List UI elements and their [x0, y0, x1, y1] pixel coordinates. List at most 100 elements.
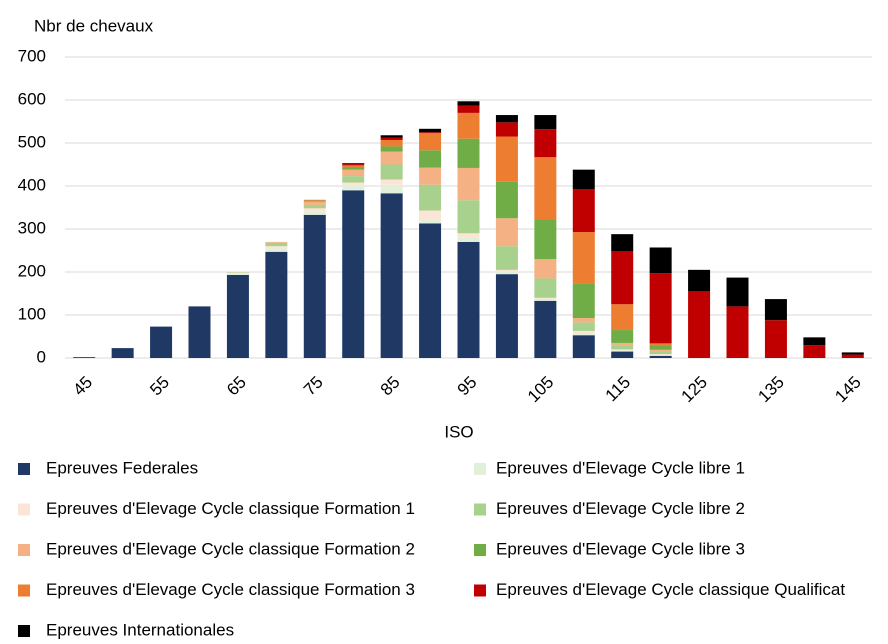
bar-segment — [572, 333, 595, 336]
bar-segment — [380, 137, 403, 140]
bar-segment — [303, 214, 326, 358]
x-axis-title: ISO — [444, 422, 473, 441]
bar-segment — [419, 132, 442, 134]
legend-swatch — [18, 625, 30, 637]
bar-segment — [649, 345, 672, 350]
bar-segment — [303, 201, 326, 205]
bar-segment — [649, 354, 672, 355]
bar-segment — [226, 273, 249, 276]
x-tick-label: 95 — [454, 373, 481, 400]
bar-segment — [841, 354, 864, 358]
bar-segment — [495, 269, 518, 272]
x-tick-label: 125 — [678, 373, 711, 406]
legend-label: Epreuves d'Elevage Cycle libre 3 — [496, 539, 745, 558]
legend-swatch — [474, 503, 486, 516]
bar-segment — [342, 164, 365, 166]
bar-segment — [419, 128, 442, 133]
bar-segment — [611, 349, 634, 351]
x-tick-label: 65 — [223, 373, 250, 400]
x-tick-label: 75 — [300, 373, 327, 400]
bar-segment — [457, 101, 480, 106]
x-tick-label: 115 — [602, 373, 635, 406]
bar-segment — [457, 200, 480, 234]
y-tick-label: 300 — [18, 218, 46, 237]
bar-segment — [803, 337, 826, 346]
legend-label: Epreuves Federales — [46, 458, 198, 477]
bar-segment — [534, 219, 557, 260]
bar-segment — [457, 241, 480, 358]
bar-segment — [303, 200, 326, 202]
y-tick-label: 0 — [37, 347, 46, 366]
bar-segment — [457, 138, 480, 168]
bar-segment — [572, 330, 595, 334]
bar-segment — [495, 246, 518, 270]
legend-swatch — [474, 584, 486, 597]
bar-segment — [342, 163, 365, 165]
bar-segment — [342, 182, 365, 186]
bar-segment — [495, 272, 518, 275]
bar-segment — [226, 275, 249, 358]
bar-segment — [572, 232, 595, 284]
bar-segment — [188, 306, 211, 358]
bar-segment — [226, 272, 249, 274]
bar-segment — [726, 306, 749, 358]
bar-segment — [534, 298, 557, 301]
legend-label: Epreuves d'Elevage Cycle classique Forma… — [46, 580, 415, 599]
x-tick-label: 85 — [377, 373, 404, 400]
legend-label: Epreuves d'Elevage Cycle libre 2 — [496, 499, 745, 518]
bar-segment — [649, 355, 672, 358]
legend-swatch — [474, 544, 486, 556]
bar-segment — [419, 219, 442, 224]
bar-segment — [419, 210, 442, 220]
bar-segment — [534, 115, 557, 130]
bar-segment — [649, 354, 672, 356]
bar-segment — [150, 326, 173, 358]
bar-segment — [457, 237, 480, 242]
bar-segment — [342, 169, 365, 177]
bar-segment — [841, 352, 864, 355]
bar-segment — [534, 129, 557, 158]
bar-segment — [688, 269, 711, 292]
bar-segment — [265, 251, 288, 358]
bar-segment — [572, 169, 595, 190]
legend-label: Epreuves Internationales — [46, 620, 234, 639]
y-tick-label: 500 — [18, 132, 46, 151]
x-tick-label: 45 — [69, 373, 96, 400]
bar-segment — [342, 186, 365, 191]
bar-segment — [380, 139, 403, 147]
bar-segment — [495, 181, 518, 219]
bar-segment — [495, 274, 518, 358]
bar-segment — [303, 204, 326, 209]
bar-segment — [572, 318, 595, 323]
bar-segment — [303, 208, 326, 212]
y-tick-label: 200 — [18, 261, 46, 280]
bar-segment — [611, 251, 634, 305]
legend-swatch — [18, 503, 30, 516]
bar-segment — [457, 105, 480, 113]
legend-label: Epreuves d'Elevage Cycle classique Forma… — [46, 499, 415, 518]
bar-segment — [419, 167, 442, 185]
bar-segment — [265, 241, 288, 243]
bar-segment — [380, 146, 403, 152]
bar-segment — [572, 322, 595, 331]
bar-segment — [649, 349, 672, 352]
bar-segment — [342, 167, 365, 170]
bar-segment — [572, 335, 595, 358]
bar-segment — [342, 165, 365, 168]
bar-segment — [111, 348, 134, 358]
bar-segment — [265, 242, 288, 247]
x-tick-label: 145 — [831, 373, 864, 406]
bar-segment — [380, 184, 403, 194]
bar-segment — [419, 184, 442, 211]
bar-segment — [380, 151, 403, 165]
bar-segment — [457, 233, 480, 238]
legend-label: Epreuves d'Elevage Cycle classique Forma… — [46, 539, 415, 558]
bar-segment — [419, 133, 442, 151]
bar-segment — [688, 291, 711, 358]
bar-segment — [764, 299, 787, 321]
y-tick-label: 700 — [18, 46, 46, 65]
bar-segment — [803, 345, 826, 358]
bar-segment — [303, 199, 326, 201]
bar-segment — [534, 278, 557, 298]
bar-segment — [611, 345, 634, 350]
